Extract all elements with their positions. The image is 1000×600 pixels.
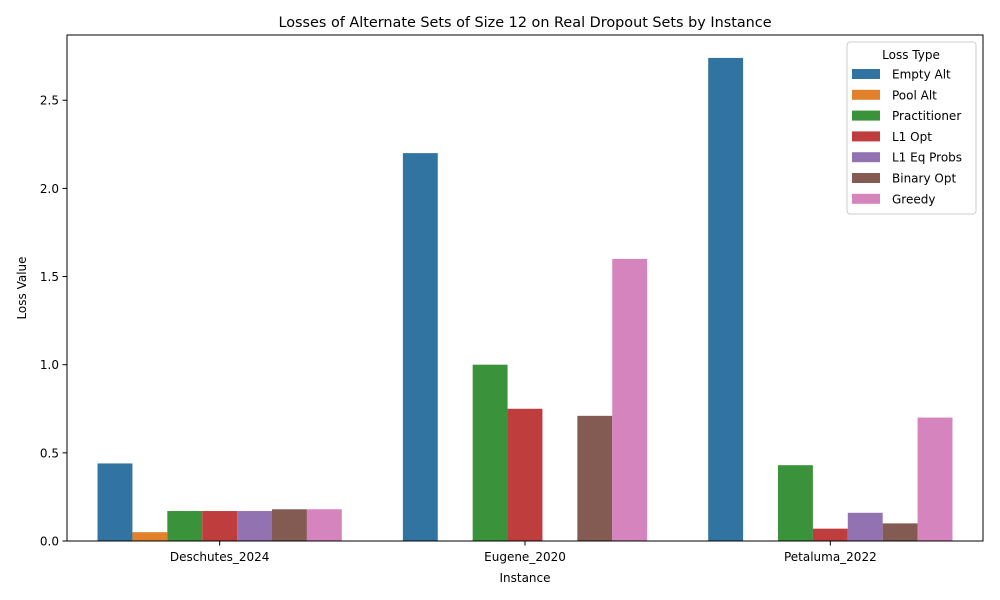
legend-item-label: Binary Opt [892,172,956,186]
legend-swatch [852,152,880,163]
x-tick-label: Petaluma_2022 [784,550,877,564]
bar [202,511,238,541]
x-axis-label: Instance [499,571,550,585]
y-tick-label: 0.5 [40,446,59,460]
chart-title: Losses of Alternate Sets of Size 12 on R… [278,15,771,31]
y-tick-label: 2.5 [40,94,59,108]
legend-item-label: L1 Opt [892,130,932,144]
bar [132,532,168,541]
bar [472,364,508,541]
legend-swatch [852,110,880,121]
y-tick-label: 2.0 [40,182,59,196]
bar [708,57,744,542]
legend-item-label: Practitioner [892,109,961,123]
legend-swatch [852,89,880,100]
bar [507,408,543,541]
legend-item-label: Pool Alt [892,88,937,102]
bar [777,465,813,541]
bar [847,512,883,541]
x-axis: Deschutes_2024 Eugene_2020 Petaluma_2022 [170,541,877,564]
legend-items: Empty Alt Pool Alt Practitioner L1 Opt L1 Eq… [852,68,962,206]
bar [402,153,438,541]
legend-swatch [852,193,880,204]
bar [237,511,273,541]
bar [167,511,203,541]
y-tick-label: 1.5 [40,270,59,284]
legend-swatch [852,173,880,183]
bar [306,509,342,541]
y-axis-label: Loss Value [15,256,29,319]
bar [272,509,307,541]
x-tick-label: Eugene_2020 [484,550,566,564]
bar [612,258,648,541]
y-tick-label: 0.0 [40,535,59,549]
legend-item-label: L1 Eq Probs [892,151,962,165]
bar [917,417,953,541]
legend-swatch [852,69,880,79]
bar [882,523,918,541]
legend-title: Loss Type [882,48,940,62]
legend-swatch [852,131,880,142]
bar [577,415,613,541]
bar [812,528,848,541]
legend-frame [846,41,977,215]
plot-area [97,57,953,542]
legend-item-label: Empty Alt [892,68,951,82]
legend: Loss Type Empty Alt Pool Alt Practitioner L… [846,41,977,215]
x-tick-label: Deschutes_2024 [170,550,270,564]
y-tick-label: 1.0 [40,358,59,372]
legend-item-label: Greedy [892,192,935,206]
bar [97,463,133,541]
y-axis: 0.0 0.5 1.0 1.5 2.0 2.5 [40,94,67,549]
